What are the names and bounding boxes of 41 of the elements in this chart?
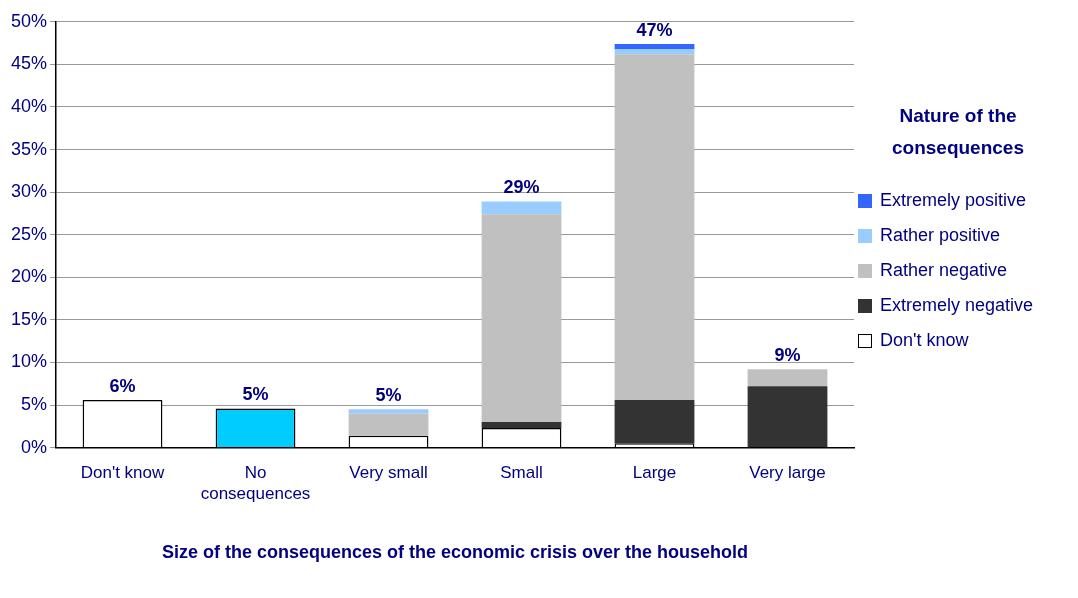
bar: [481, 201, 562, 215]
y-tick-label: 0%: [21, 436, 48, 457]
bar: [614, 43, 695, 50]
legend-label: Rather negative: [880, 260, 1008, 281]
y-tick-label: 5%: [21, 393, 48, 414]
total-label: 5%: [242, 384, 269, 405]
bar: [747, 386, 828, 448]
bar: [614, 54, 695, 400]
bar: [614, 399, 695, 444]
y-tick-label: 35%: [11, 138, 48, 159]
y-tick-label: 45%: [11, 53, 48, 74]
y-tick-label: 30%: [11, 181, 48, 202]
bar: [481, 422, 562, 429]
bar: [481, 214, 562, 423]
y-tick-label: 20%: [11, 266, 48, 287]
y-tick-label: 15%: [11, 308, 48, 329]
legend-label: Extremely negative: [880, 295, 1034, 316]
bar: [747, 369, 828, 387]
total-label: 9%: [774, 345, 801, 366]
text: Don't know: [880, 330, 969, 351]
y-tick-label: 50%: [11, 10, 48, 31]
x-tick-label: Small: [500, 463, 543, 483]
x-tick-label: Very large: [749, 463, 826, 483]
y-tick-label: 10%: [11, 351, 48, 372]
bar: [348, 413, 429, 436]
x-axis-title: Size of the consequences of the economic crisis over the household: [161, 542, 749, 563]
total-label: 6%: [109, 375, 136, 396]
y-tick-label: 25%: [11, 223, 48, 244]
x-tick-label: No consequences: [200, 463, 311, 503]
x-tick-label: Large: [632, 463, 677, 483]
x-tick-label: Very small: [349, 463, 428, 483]
total-label: 29%: [503, 177, 540, 198]
legend-label: Extremely positive: [880, 190, 1027, 211]
x-tick-label: Don't know: [80, 463, 166, 483]
bar: [614, 49, 695, 55]
legend-title: Nature of the consequences: [891, 104, 1025, 160]
total-label: 5%: [375, 385, 402, 406]
bar: [348, 409, 429, 414]
total-label: 47%: [636, 19, 673, 40]
legend-label: Rather positive: [880, 225, 1001, 246]
y-tick-label: 40%: [11, 95, 48, 116]
